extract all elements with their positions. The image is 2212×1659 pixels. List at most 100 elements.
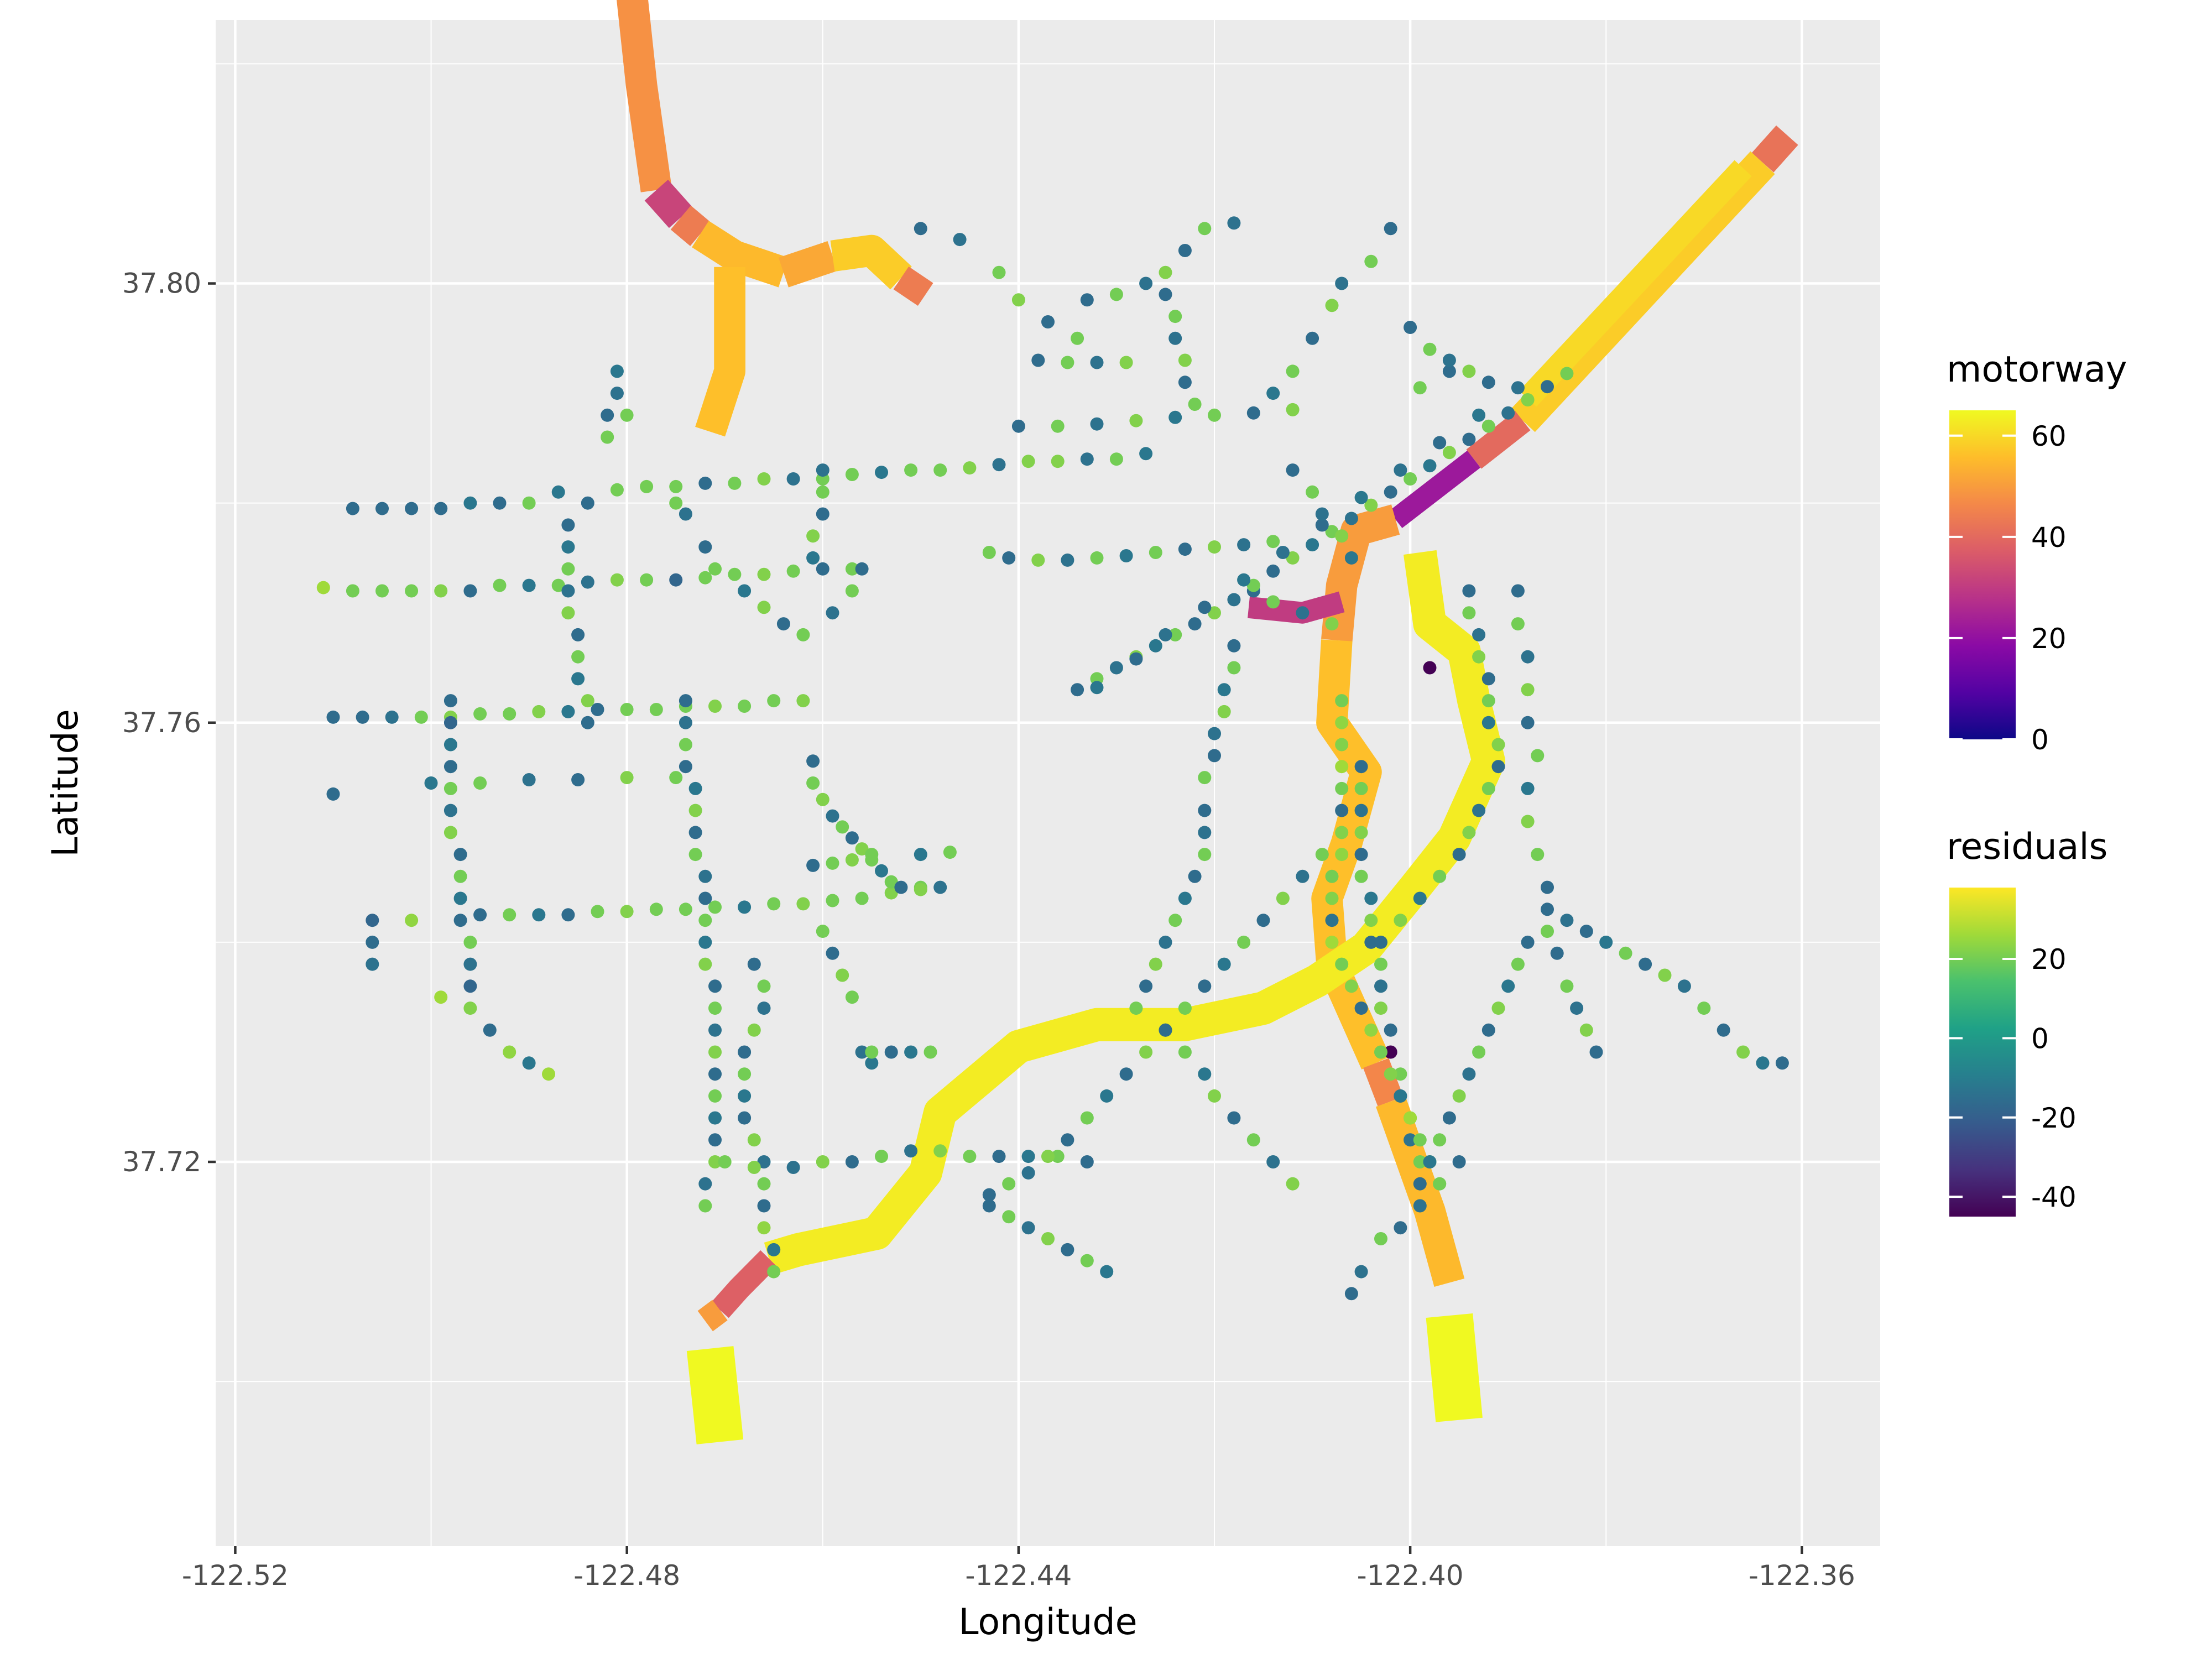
residual-point — [1198, 601, 1212, 614]
residual-point — [1237, 573, 1251, 587]
residual-point — [1198, 804, 1212, 817]
residual-point — [1442, 1111, 1456, 1125]
residual-point — [1109, 661, 1123, 675]
residual-point — [816, 485, 830, 499]
residual-point — [326, 787, 340, 801]
residual-point — [875, 466, 888, 479]
residual-point — [1364, 914, 1378, 927]
residual-point — [963, 461, 977, 475]
residual-point — [1080, 1254, 1094, 1267]
motorway-segment — [697, 1300, 728, 1332]
residual-point — [1364, 891, 1378, 905]
residual-point — [405, 914, 419, 927]
x-tick-label: -122.52 — [182, 1559, 289, 1592]
legend-residuals-title: residuals — [1947, 826, 2107, 868]
residual-point — [522, 773, 536, 786]
residual-point — [1433, 1133, 1447, 1147]
residual-point — [1031, 353, 1045, 367]
residual-point — [1178, 375, 1192, 389]
residual-point — [1198, 1067, 1212, 1081]
residual-point — [1335, 738, 1349, 752]
residual-point — [571, 628, 585, 641]
residual-point — [1472, 408, 1486, 422]
residual-point — [738, 1045, 752, 1059]
residual-point — [434, 502, 448, 515]
residual-point — [1394, 1089, 1407, 1103]
residual-point — [1413, 1133, 1427, 1147]
residual-point — [1325, 299, 1339, 312]
residual-point — [884, 875, 898, 889]
residual-point — [1481, 375, 1495, 389]
residual-point — [1472, 804, 1486, 817]
residual-point — [845, 1155, 859, 1168]
residual-point — [1374, 1045, 1387, 1059]
residual-point — [1129, 414, 1143, 427]
residual-point — [1227, 216, 1241, 230]
residual-point — [1658, 968, 1672, 982]
residual-point — [1109, 288, 1123, 301]
residual-point — [904, 1144, 918, 1158]
residual-point — [444, 760, 457, 774]
residual-point — [816, 925, 830, 938]
residual-point — [679, 902, 692, 916]
residual-point — [1521, 716, 1535, 729]
residual-point — [698, 891, 712, 905]
residual-point — [1354, 1265, 1368, 1279]
residual-point — [963, 1150, 977, 1164]
residual-point — [1246, 1133, 1260, 1147]
residual-point — [1384, 222, 1397, 236]
residual-point — [826, 894, 839, 907]
residual-point — [1354, 781, 1368, 795]
residual-point — [992, 458, 1006, 472]
residual-point — [738, 1089, 752, 1103]
residual-point — [728, 476, 742, 490]
residual-point — [1442, 364, 1456, 378]
residual-point — [385, 710, 399, 724]
residual-point — [1511, 381, 1525, 395]
residual-point — [943, 846, 957, 859]
residual-point — [1159, 288, 1172, 301]
residual-point — [953, 233, 967, 247]
motorway-segment — [1519, 160, 1752, 407]
residual-point — [747, 1161, 761, 1174]
residual-point — [1521, 935, 1535, 949]
residual-point — [561, 562, 575, 576]
plot-panel — [216, 0, 1880, 1546]
residual-point — [1325, 869, 1339, 883]
residual-point — [1159, 1023, 1172, 1037]
residual-point — [571, 672, 585, 686]
residual-point — [1374, 1232, 1387, 1245]
residual-point — [1149, 957, 1162, 971]
residual-point — [1266, 1155, 1280, 1168]
y-axis-title: Latitude — [45, 709, 86, 857]
motorway-segment — [778, 241, 838, 288]
residual-point — [982, 1199, 996, 1213]
residual-point — [708, 979, 722, 993]
residual-point — [698, 476, 712, 490]
residual-point — [688, 781, 702, 795]
residual-point — [1168, 310, 1182, 324]
residual-point — [1178, 244, 1192, 257]
residual-point — [806, 551, 820, 565]
residual-point — [1051, 1150, 1065, 1164]
residual-point — [561, 518, 575, 532]
residual-point — [669, 496, 683, 510]
residual-point — [826, 856, 839, 870]
residual-point — [405, 584, 419, 598]
legend-tick-label: 20 — [2031, 943, 2067, 975]
residual-point — [767, 694, 781, 708]
residual-point — [1021, 455, 1035, 468]
residual-point — [1208, 727, 1221, 740]
legend-tick-label: 0 — [2031, 724, 2049, 756]
residual-point — [1021, 1150, 1035, 1164]
residual-point — [992, 1150, 1006, 1164]
residual-point — [669, 771, 683, 785]
residual-point — [581, 694, 594, 708]
residual-point — [620, 408, 634, 422]
residual-point — [366, 957, 379, 971]
residual-point — [875, 1150, 888, 1164]
residual-point — [679, 760, 692, 774]
residual-point — [1227, 661, 1241, 675]
residual-point — [1208, 1089, 1221, 1103]
residual-point — [698, 914, 712, 927]
